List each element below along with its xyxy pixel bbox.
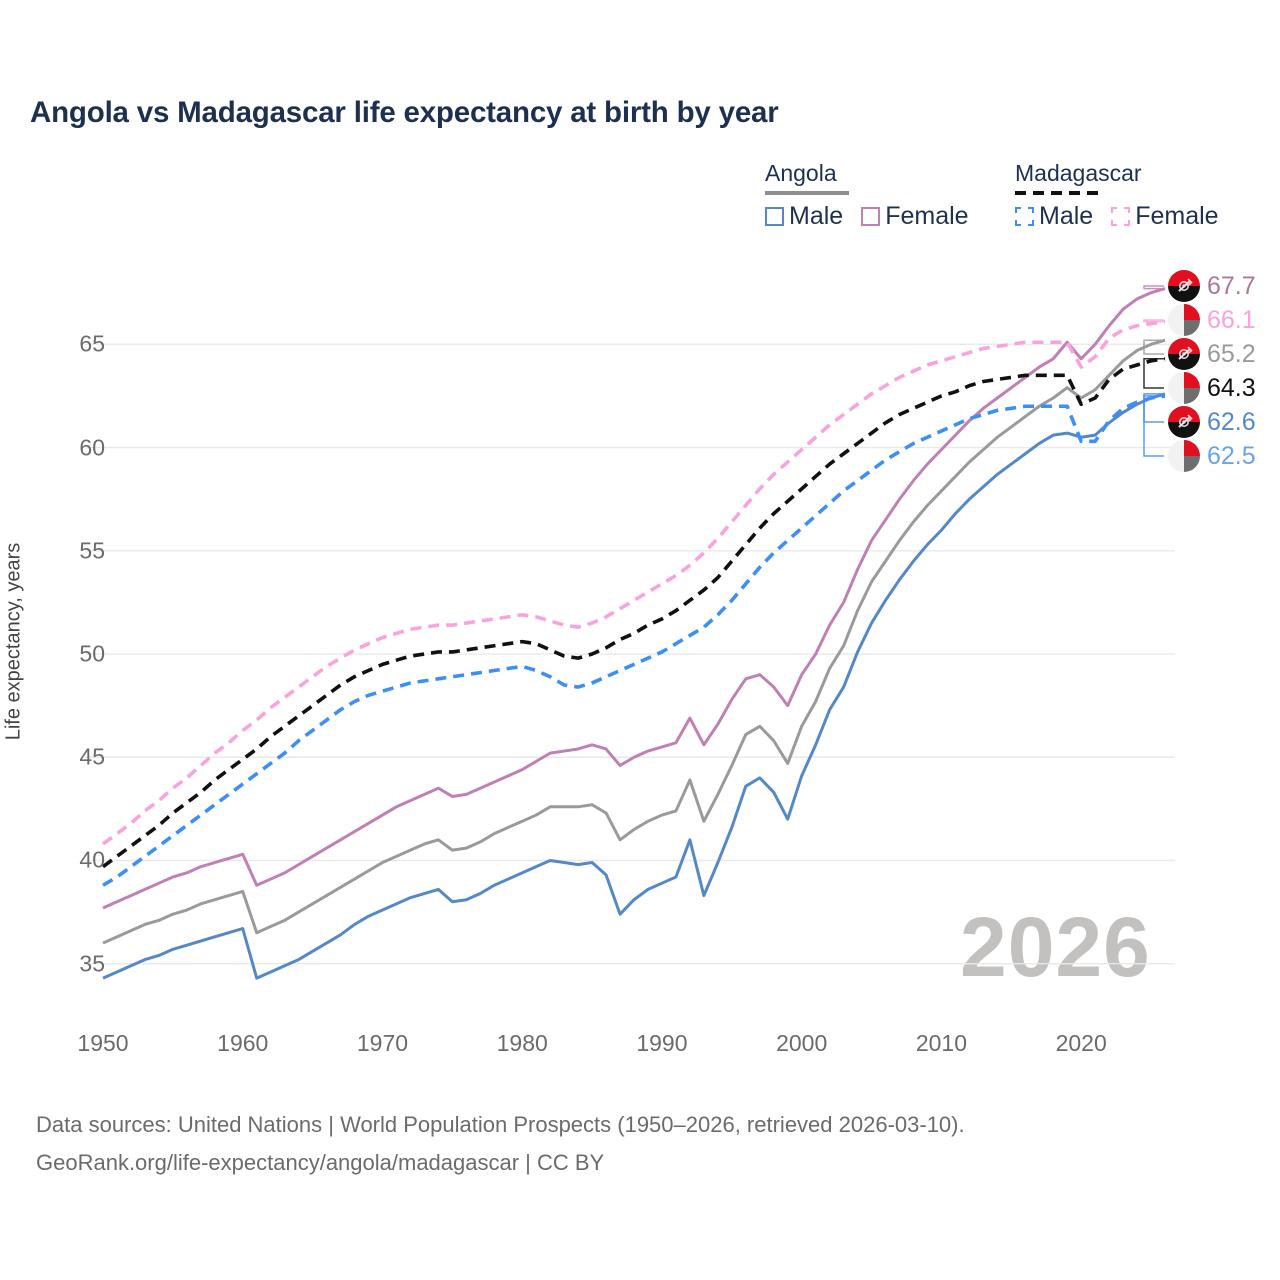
legend-swatch-icon xyxy=(1015,207,1034,226)
year-watermark: 2026 xyxy=(960,900,1151,994)
footer-line-2: GeoRank.org/life-expectancy/angola/madag… xyxy=(36,1150,605,1175)
legend-country-rule-dashed xyxy=(1015,191,1099,195)
series-end-label: 65.2 xyxy=(1168,337,1256,371)
series-end-value: 62.6 xyxy=(1207,407,1256,436)
legend-country-rule-solid xyxy=(765,191,849,195)
series-end-value: 67.7 xyxy=(1207,271,1256,300)
series-end-value: 66.1 xyxy=(1207,305,1256,334)
legend-swatch-icon xyxy=(765,207,784,226)
series-end-value: 65.2 xyxy=(1207,339,1256,368)
y-axis-tick-label: 60 xyxy=(79,434,105,461)
x-axis-tick-label: 1970 xyxy=(356,1030,409,1056)
legend-item-madagascar-male[interactable]: Male xyxy=(1015,204,1093,229)
series-line-madagascar-total xyxy=(101,356,1166,869)
legend-item-angola-female[interactable]: Female xyxy=(861,202,969,230)
series-end-label: 62.6 xyxy=(1168,405,1256,439)
madagascar-flag-icon xyxy=(1168,440,1200,472)
x-axis-tick-label: 1980 xyxy=(496,1030,548,1056)
y-axis-tick-label: 65 xyxy=(79,330,105,357)
legend-country-label: Madagascar xyxy=(1015,160,1142,186)
y-axis-tick-label: 40 xyxy=(79,846,105,873)
series-line-angola-male xyxy=(102,392,1166,980)
end-label-leader xyxy=(1143,339,1165,355)
chart-legend: Angola Male Female Madagascar Male xyxy=(760,160,1260,250)
x-axis-tick-label: 2010 xyxy=(915,1030,967,1056)
y-axis-ticks: 35 40 45 50 55 60 65 xyxy=(45,0,105,1280)
end-label-leader xyxy=(1143,285,1165,290)
angola-flag-icon xyxy=(1168,406,1200,438)
end-label-leader xyxy=(1143,358,1165,389)
angola-flag-icon xyxy=(1168,338,1200,370)
x-axis-tick-label: 2000 xyxy=(776,1030,828,1056)
madagascar-flag-icon xyxy=(1168,372,1200,404)
series-line-angola-total xyxy=(102,338,1166,945)
series-line-madagascar-female xyxy=(101,319,1166,846)
series-line-angola-female xyxy=(102,287,1166,910)
legend-item-label: Female xyxy=(885,202,969,230)
series-end-value: 62.5 xyxy=(1207,441,1256,470)
legend-swatch-icon xyxy=(1111,207,1131,226)
x-axis-tick-label: 2020 xyxy=(1055,1030,1107,1056)
series-end-label: 67.7 xyxy=(1168,269,1256,303)
y-axis-title: Life expectancy, years xyxy=(2,542,25,741)
y-axis-tick-label: 50 xyxy=(79,640,105,667)
legend-group-angola: Angola Male Female xyxy=(765,160,969,229)
x-axis-tick-label: 1990 xyxy=(636,1030,688,1056)
legend-item-madagascar-female[interactable]: Female xyxy=(1111,202,1219,230)
footer-line-1: Data sources: United Nations | World Pop… xyxy=(36,1112,965,1137)
series-end-label: 66.1 xyxy=(1168,303,1256,337)
series-end-labels: 67.7 66.1 65.2 64.3 62.6 62.5 xyxy=(1168,262,1280,492)
series-end-label: 64.3 xyxy=(1168,371,1256,405)
y-axis-tick-label: 55 xyxy=(79,537,105,564)
legend-group-madagascar: Madagascar Male Female xyxy=(1015,160,1219,229)
end-label-leader xyxy=(1143,319,1165,323)
y-axis-tick-label: 35 xyxy=(79,950,105,977)
x-axis-tick-label: 1950 xyxy=(77,1030,129,1056)
legend-item-label: Male xyxy=(789,202,844,230)
legend-country-label: Angola xyxy=(765,160,837,186)
series-end-value: 64.3 xyxy=(1207,373,1256,402)
x-axis-tick-label: 1960 xyxy=(217,1030,269,1056)
legend-swatch-icon xyxy=(861,207,881,226)
legend-item-label: Male xyxy=(1039,202,1094,230)
legend-item-angola-male[interactable]: Male xyxy=(765,204,843,229)
page-title: Angola vs Madagascar life expectancy at … xyxy=(30,96,779,129)
footer-attribution: Data sources: United Nations | World Pop… xyxy=(36,1106,965,1182)
end-label-leader xyxy=(1143,395,1165,457)
series-line-madagascar-male xyxy=(102,394,1166,887)
angola-flag-icon xyxy=(1168,270,1200,302)
madagascar-flag-icon xyxy=(1168,304,1200,336)
series-end-label: 62.5 xyxy=(1168,439,1256,473)
y-axis-tick-label: 45 xyxy=(79,743,105,770)
legend-item-label: Female xyxy=(1135,202,1219,230)
